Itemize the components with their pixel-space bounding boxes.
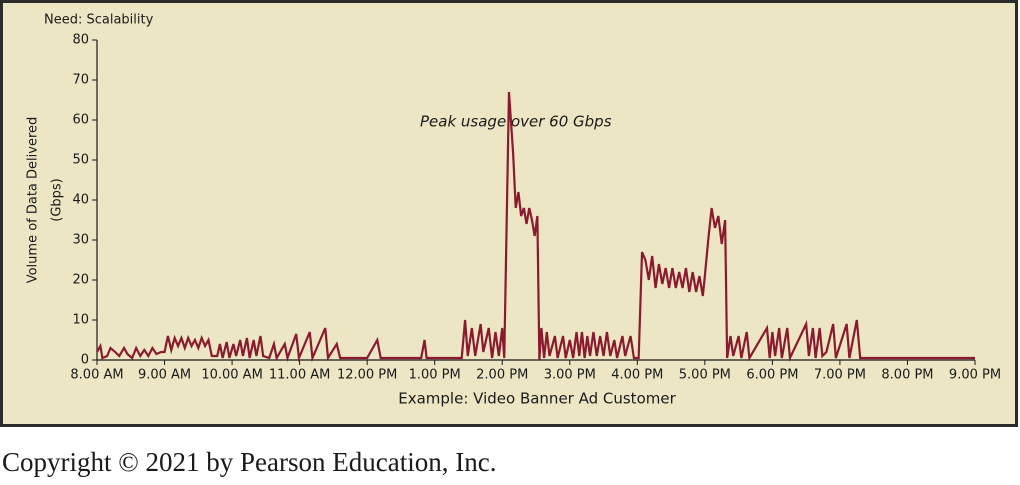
y-tick-label: 40 <box>72 193 89 208</box>
x-tick-label: 9.00 PM <box>949 368 1001 383</box>
y-axis-label: (Gbps) <box>50 178 65 222</box>
chart-title: Need: Scalability <box>44 13 154 28</box>
x-tick-label: 4.00 PM <box>611 368 663 383</box>
data-line <box>96 91 975 363</box>
chart-panel <box>0 0 1018 427</box>
x-tick-label: 11.00 AM <box>269 368 330 383</box>
x-tick-label: 12.00 PM <box>337 368 397 383</box>
x-tick-label: 5.00 PM <box>679 368 731 383</box>
y-axis-label: Volume of Data Delivered <box>26 117 41 284</box>
x-tick-label: 6.00 PM <box>746 368 798 383</box>
y-tick-label: 70 <box>72 73 89 88</box>
x-tick-label: 8.00 PM <box>881 368 933 383</box>
y-tick-label: 60 <box>72 113 89 128</box>
x-tick-label: 1.00 PM <box>409 368 461 383</box>
x-tick-label: 3.00 PM <box>544 368 596 383</box>
x-tick-label: 10.00 AM <box>201 368 262 383</box>
x-tick-label: 8.00 AM <box>70 368 123 383</box>
y-tick-label: 0 <box>81 353 89 368</box>
x-tick-label: 9.00 AM <box>138 368 191 383</box>
copyright: Copyright © 2021 by Pearson Education, I… <box>2 447 496 477</box>
x-tick-label: 7.00 PM <box>814 368 866 383</box>
y-tick-label: 10 <box>72 313 89 328</box>
y-tick-label: 50 <box>72 153 89 168</box>
annotation: Peak usage over 60 Gbps <box>420 113 612 131</box>
x-axis-label: Example: Video Banner Ad Customer <box>398 390 676 408</box>
x-tick-label: 2.00 PM <box>476 368 528 383</box>
y-tick-label: 80 <box>72 33 89 48</box>
y-tick-label: 30 <box>72 233 89 248</box>
y-tick-label: 20 <box>72 273 89 288</box>
